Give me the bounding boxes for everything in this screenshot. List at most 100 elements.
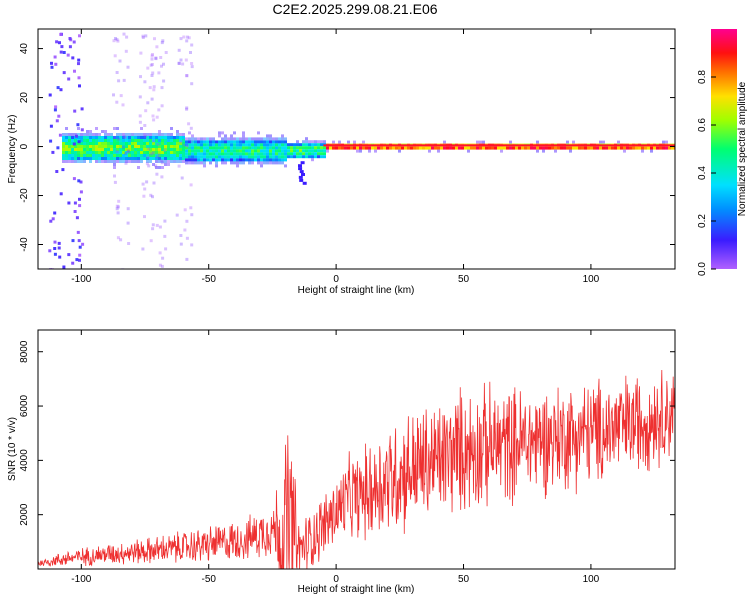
spectrogram-cell — [83, 160, 86, 163]
spectrogram-cell — [113, 166, 116, 169]
spectrogram-cell — [190, 243, 194, 247]
spectrogram-cell — [71, 56, 75, 60]
spectrogram-cell — [124, 151, 128, 155]
spectrogram-cell — [590, 146, 593, 150]
spectrogram-cell — [170, 157, 173, 160]
spectrogram-cell — [563, 146, 566, 150]
spectrogram-cell — [161, 154, 164, 157]
spectrogram-cell — [248, 143, 251, 147]
spectrogram-cell — [68, 154, 71, 157]
spectrogram-cell — [332, 146, 335, 150]
spectrogram-cell — [260, 164, 263, 168]
spectrogram-cell — [98, 151, 101, 154]
spectrogram-cell — [143, 133, 146, 136]
spectrogram-cell — [587, 146, 590, 150]
spectrogram-cell — [113, 142, 116, 145]
spectrogram-cell — [137, 139, 140, 142]
spectrogram-cell — [125, 148, 128, 151]
spectrogram-cell — [65, 127, 68, 130]
spectrogram-cell — [245, 158, 248, 162]
spectrogram-cell — [314, 140, 317, 144]
spectrogram-cell — [89, 151, 92, 154]
spectrogram-cell — [101, 151, 104, 154]
spectrogram-cell — [224, 155, 227, 159]
colorbar-tick-label: 0.6 — [697, 118, 708, 132]
spectrogram-cell — [491, 146, 494, 150]
spectrogram-cell — [80, 128, 84, 132]
spectrogram-cell — [137, 151, 140, 154]
spectrogram-cell — [164, 139, 167, 142]
spectrogram-cell — [422, 146, 425, 150]
spectrogram-cell — [131, 154, 134, 157]
spectrogram-cell — [266, 158, 269, 162]
spectrogram-cell — [76, 230, 80, 234]
spectrogram-cell — [296, 155, 299, 159]
spectrogram-cell — [623, 149, 626, 153]
spectrogram-cell — [179, 148, 182, 151]
spectrogram-cell — [116, 133, 119, 136]
spectrogram-cell — [86, 139, 89, 142]
spectrogram-cell — [119, 139, 122, 142]
spectrogram-cell — [101, 160, 104, 163]
spectrogram-cell — [224, 140, 227, 144]
spectrogram-cell — [617, 140, 620, 144]
spectrogram-cell — [197, 146, 200, 150]
spectrogram-cell — [112, 93, 115, 97]
spectrogram-cell — [164, 51, 168, 54]
spectrogram-cell — [101, 145, 104, 148]
spectrogram-cell — [461, 146, 464, 150]
spectrogram-cell — [184, 58, 188, 62]
spectrogram-cell — [126, 221, 130, 225]
spectrogram-cell — [186, 144, 189, 148]
spectrogram-cell — [122, 139, 125, 142]
spectrogram-cell — [272, 140, 275, 144]
y-tick-label: 2000 — [19, 503, 30, 526]
spectrogram-cell — [143, 142, 146, 145]
spectrogram-cell — [299, 149, 302, 153]
spectrogram-cell — [257, 137, 260, 141]
spectrogram-cell — [149, 148, 152, 151]
spectrogram-cell — [404, 146, 407, 150]
spectrogram-cell — [59, 32, 63, 36]
spectrogram-cell — [536, 140, 539, 144]
spectrogram-cell — [83, 145, 86, 148]
spectrogram-cell — [482, 146, 485, 150]
spectrogram-cell — [470, 146, 473, 150]
spectrogram-cell — [284, 137, 287, 141]
spectrogram-x-axis-title: Height of straight line (km) — [298, 285, 415, 296]
spectrogram-frame — [37, 28, 676, 270]
spectrogram-cell — [188, 149, 191, 153]
spectrogram-cell — [218, 131, 221, 135]
spectrogram-cell — [77, 133, 80, 136]
spectrogram-cell — [266, 143, 269, 147]
spectrogram-cell — [74, 133, 77, 136]
spectrogram-cell — [290, 149, 293, 153]
spectrogram-cell — [95, 127, 98, 130]
x-tick-label: 100 — [583, 274, 600, 285]
spectrogram-cell — [140, 127, 143, 130]
spectrogram-cell — [179, 139, 182, 142]
spectrogram-cell — [72, 177, 76, 181]
spectrogram-cell — [71, 139, 74, 142]
spectrogram-cell — [119, 148, 122, 151]
spectrogram-cell — [125, 35, 129, 39]
spectrogram-cell — [188, 158, 191, 162]
spectrogram-cell — [254, 146, 257, 150]
spectrogram-cell — [338, 140, 341, 144]
spectrogram-cell — [128, 160, 131, 163]
spectrogram-cell — [656, 146, 659, 150]
spectrogram-cell — [179, 234, 183, 237]
spectrogram-cell — [116, 145, 119, 148]
spectrogram-cell — [77, 154, 80, 157]
spectrogram-cell — [155, 151, 158, 154]
spectrogram-cell — [62, 151, 65, 154]
spectrogram-cell — [149, 193, 153, 197]
spectrogram-cell — [182, 139, 185, 142]
spectrogram-cell — [53, 211, 57, 215]
spectrogram-cell — [260, 149, 263, 153]
spectrogram-cell — [95, 157, 98, 160]
spectrogram-cell — [203, 155, 206, 159]
spectrogram-cell — [368, 149, 371, 153]
spectrogram-cell — [98, 145, 101, 148]
spectrogram-cell — [177, 164, 181, 168]
